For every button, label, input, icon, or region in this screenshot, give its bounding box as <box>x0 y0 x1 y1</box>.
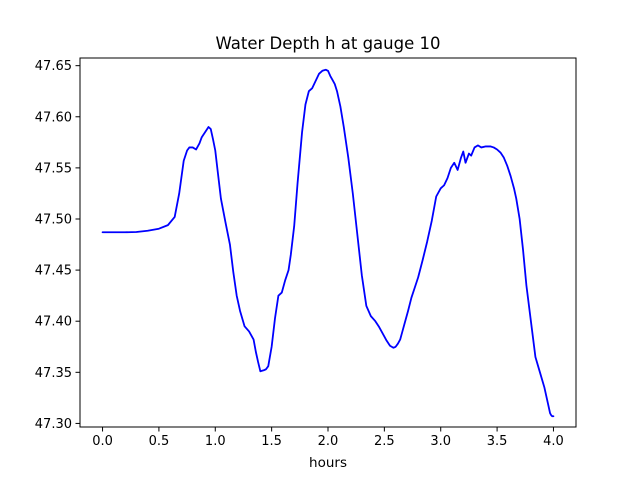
x-tick-label: 3.5 <box>487 434 508 449</box>
y-axis: 47.30 47.35 47.40 47.45 47.50 47.55 47.60 47.65 <box>35 59 80 432</box>
x-tick-label: 1.5 <box>261 434 282 449</box>
series-line-0 <box>101 68 555 418</box>
y-tick-label: 47.65 <box>35 59 72 74</box>
y-tick-label: 47.50 <box>35 212 72 227</box>
x-axis-label: hours <box>309 455 347 471</box>
y-tick-label: 47.55 <box>35 161 72 176</box>
x-tick-label: 2.0 <box>318 434 339 449</box>
y-tick-label: 47.60 <box>35 110 72 125</box>
x-tick-label: 0.0 <box>92 434 113 449</box>
y-tick-label: 47.45 <box>35 264 72 279</box>
x-tick-label: 0.5 <box>149 434 170 449</box>
y-tick-label: 47.30 <box>35 417 72 432</box>
chart-title: Water Depth h at gauge 10 <box>216 34 441 53</box>
x-tick-label: 2.5 <box>374 434 395 449</box>
axes-frame <box>79 57 577 428</box>
x-axis: 0.0 0.5 1.0 1.5 2.0 2.5 3.0 3.5 4.0 <box>92 427 564 449</box>
plot-area <box>79 57 577 428</box>
x-tick-label: 3.0 <box>430 434 451 449</box>
y-tick-label: 47.35 <box>35 366 72 381</box>
y-tick-label: 47.40 <box>35 315 72 330</box>
x-tick-label: 4.0 <box>543 434 564 449</box>
x-tick-label: 1.0 <box>205 434 226 449</box>
